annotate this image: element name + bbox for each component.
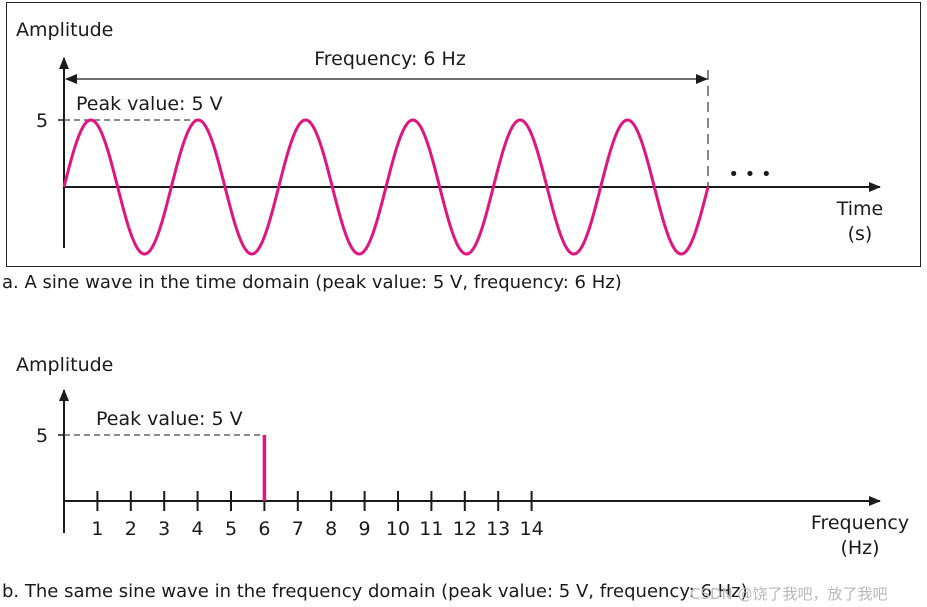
continuation-ellipsis: • • • <box>728 164 771 185</box>
bottom-y-axis-label: Amplitude <box>16 354 113 376</box>
frequency-tick-label-4: 4 <box>192 518 204 540</box>
sine-wave <box>62 118 710 256</box>
frequency-tick-label-13: 13 <box>486 518 510 540</box>
frequency-tick-label-10: 10 <box>386 518 410 540</box>
bottom-y-tick-5: 5 <box>36 425 48 447</box>
frequency-tick-label-2: 2 <box>125 518 137 540</box>
top-x-axis-label-line2: (s) <box>848 223 873 245</box>
frequency-tick-label-14: 14 <box>520 518 544 540</box>
bottom-x-axis-label-line2: (Hz) <box>840 537 879 559</box>
frequency-tick-label-1: 1 <box>91 518 103 540</box>
frequency-tick-group: 1 2 3 4 5 6 7 8 9 10 11 12 13 14 <box>91 491 544 540</box>
frequency-domain-caption: b. The same sine wave in the frequency d… <box>2 581 748 602</box>
frequency-tick-label-11: 11 <box>419 518 443 540</box>
frequency-tick-label-6: 6 <box>258 518 270 540</box>
frequency-tick-label-8: 8 <box>325 518 337 540</box>
bottom-x-axis-label-line1: Frequency <box>811 512 909 534</box>
top-y-tick-5: 5 <box>36 110 48 132</box>
bottom-peak-label: Peak value: 5 V <box>96 408 243 430</box>
frequency-tick-label-7: 7 <box>292 518 304 540</box>
frequency-label: Frequency: 6 Hz <box>314 48 466 70</box>
top-y-axis-label: Amplitude <box>16 19 113 41</box>
time-domain-panel <box>6 2 921 267</box>
time-domain-caption: a. A sine wave in the time domain (peak … <box>2 272 622 293</box>
frequency-tick-label-3: 3 <box>158 518 170 540</box>
watermark: CSDN @饶了我吧，放了我吧 <box>690 585 888 603</box>
top-peak-label: Peak value: 5 V <box>76 93 223 115</box>
frequency-tick-label-9: 9 <box>359 518 371 540</box>
frequency-tick-label-5: 5 <box>225 518 237 540</box>
frequency-tick-label-12: 12 <box>453 518 477 540</box>
top-x-axis-label-line1: Time <box>836 198 884 220</box>
